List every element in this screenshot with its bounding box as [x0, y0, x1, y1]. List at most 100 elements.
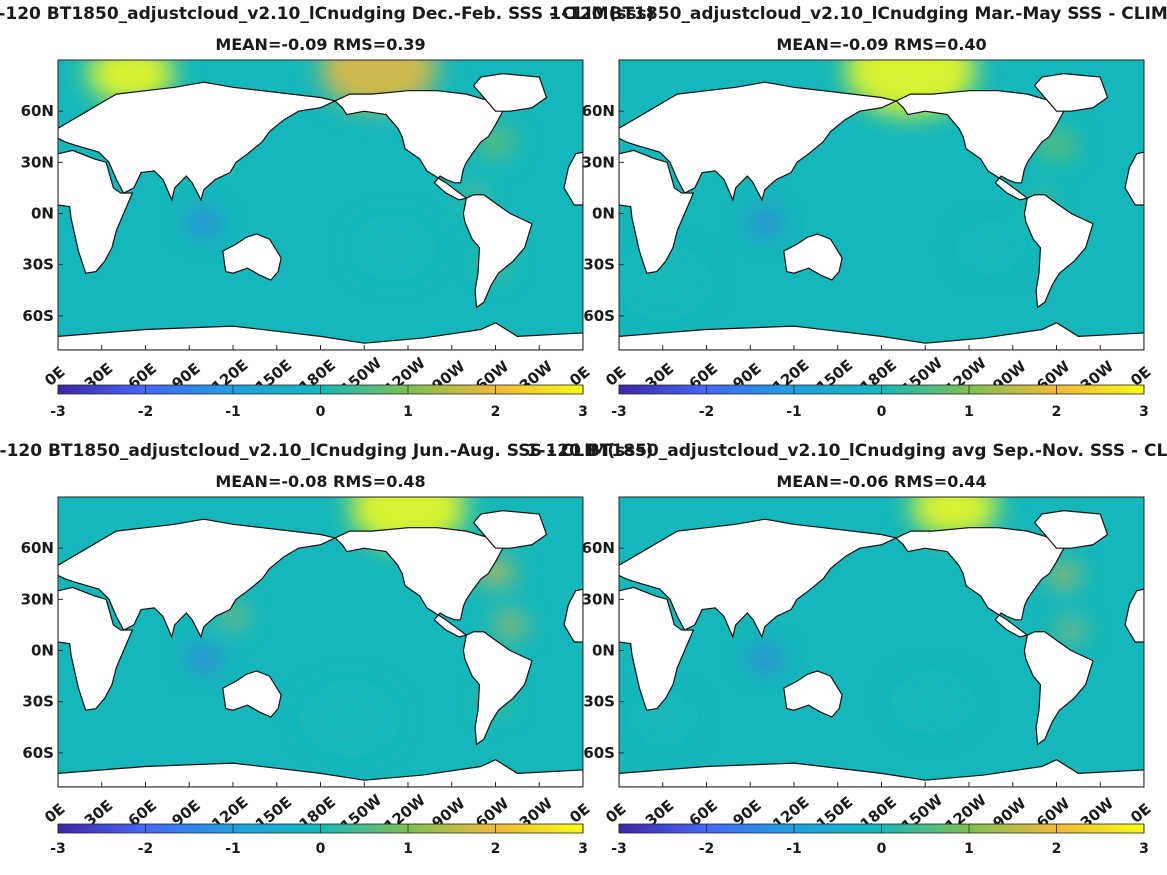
y-tick-label: 60N — [582, 102, 615, 120]
land-mask — [58, 322, 583, 350]
y-tick-label: 60S — [22, 307, 54, 325]
panel-stats: MEAN=-0.08 RMS=0.48 — [215, 472, 425, 491]
land-mask — [58, 759, 583, 787]
land-mask — [563, 151, 583, 206]
anomaly-patch — [1049, 565, 1079, 586]
colorbar-tick-label: -1 — [225, 841, 241, 857]
land-mask — [895, 527, 1065, 638]
land-mask — [1023, 194, 1094, 309]
colorbar-tick-label: 0 — [316, 841, 326, 857]
land-mask — [619, 518, 898, 639]
panel-title: 1-120 BT1850_adjustcloud_v2.10_lCnudging… — [0, 441, 653, 461]
anomaly-patch — [633, 698, 692, 740]
land-mask — [58, 149, 134, 274]
panel-stats: MEAN=-0.06 RMS=0.44 — [776, 472, 986, 491]
land-mask — [334, 90, 504, 201]
land-mask — [619, 586, 695, 711]
colorbar-tick-label: 1 — [964, 404, 974, 420]
land-mask — [58, 81, 337, 202]
land-mask — [58, 586, 134, 711]
panel-stats: MEAN=-0.09 RMS=0.40 — [776, 35, 986, 54]
x-tick-label: 0E — [1127, 800, 1154, 827]
colorbar-tick-label: 0 — [316, 404, 326, 420]
y-tick-label: 30N — [21, 153, 54, 171]
map-panel-1: 1-120 BT1850_adjustcloud_v2.10_lCnudging… — [0, 4, 655, 420]
colorbar-tick-label: 3 — [578, 841, 588, 857]
y-tick-label: 60S — [22, 744, 54, 762]
panel-stats: MEAN=-0.09 RMS=0.39 — [215, 35, 425, 54]
colorbar-tick-label: 0 — [877, 404, 887, 420]
land-mask — [462, 194, 533, 309]
land-mask — [222, 233, 282, 281]
land-mask — [563, 588, 583, 643]
colorbar-tick-label: -3 — [611, 404, 627, 420]
colorbar-tick-label: -1 — [225, 404, 241, 420]
anomaly-patch — [961, 227, 1021, 269]
anomaly-field — [619, 497, 1144, 787]
colorbar-tick-label: 3 — [1139, 404, 1149, 420]
panel-title: 1-120 BT1850_adjustcloud_v2.10_lCnudging… — [527, 441, 1167, 461]
anomaly-patch — [189, 211, 219, 233]
anomaly-patch — [495, 614, 525, 636]
colorbar-tick-label: 2 — [491, 841, 501, 857]
land-mask — [1023, 631, 1094, 746]
colorbar-tick-label: -2 — [138, 404, 154, 420]
y-tick-label: 30N — [582, 590, 615, 608]
y-tick-label: 0N — [31, 205, 54, 223]
land-mask — [619, 81, 898, 202]
anomaly-patch — [189, 648, 219, 670]
land-mask — [1124, 588, 1144, 643]
colorbar-tick-label: 2 — [491, 404, 501, 420]
land-mask — [472, 73, 548, 112]
anomaly-field — [58, 60, 583, 350]
land-mask — [334, 527, 504, 638]
land-mask — [1124, 151, 1144, 206]
y-tick-label: 60N — [582, 539, 615, 557]
map-panel-3: 1-120 BT1850_adjustcloud_v2.10_lCnudging… — [0, 441, 653, 857]
land-mask — [783, 233, 843, 281]
anomaly-patch — [356, 222, 430, 274]
anomaly-patch — [750, 211, 780, 233]
land-mask — [1033, 510, 1109, 549]
colorbar-tick-label: -1 — [786, 404, 802, 420]
colorbar-tick-label: -1 — [786, 841, 802, 857]
colorbar-tick-label: -3 — [50, 841, 66, 857]
panel-title: 1-120 BT1850_adjustcloud_v2.10_lCnudging… — [0, 4, 655, 24]
colorbar-tick-label: 2 — [1052, 404, 1062, 420]
anomaly-field — [619, 60, 1144, 350]
colorbar-tick-label: 2 — [1052, 841, 1062, 857]
colorbar-tick-label: 0 — [877, 841, 887, 857]
map-panel-2: 1-120 BT1850_adjustcloud_v2.10_lCnudging… — [549, 4, 1167, 420]
map-panel-4: 1-120 BT1850_adjustcloud_v2.10_lCnudging… — [527, 441, 1167, 857]
panel-title: 1-120 BT1850_adjustcloud_v2.10_lCnudging… — [549, 4, 1167, 24]
land-mask — [222, 670, 282, 718]
anomaly-patch — [305, 688, 394, 750]
x-tick-label: 0E — [602, 800, 629, 827]
y-tick-label: 60S — [583, 744, 615, 762]
y-tick-label: 30S — [583, 693, 615, 711]
land-mask — [472, 510, 548, 549]
colorbar-tick-label: 1 — [964, 841, 974, 857]
y-tick-label: 30S — [22, 256, 54, 274]
anomaly-patch — [1039, 133, 1074, 158]
anomaly-patch — [619, 251, 707, 313]
y-tick-label: 30S — [583, 256, 615, 274]
anomaly-field — [58, 497, 583, 787]
anomaly-patch — [1059, 621, 1083, 639]
y-tick-label: 0N — [592, 642, 615, 660]
colorbar-tick-label: 3 — [1139, 841, 1149, 857]
colorbar-tick-label: 1 — [403, 404, 413, 420]
land-mask — [619, 322, 1144, 350]
anomaly-patch — [750, 648, 780, 670]
y-tick-label: 0N — [31, 642, 54, 660]
colorbar-tick-label: -2 — [699, 841, 715, 857]
y-tick-label: 30N — [582, 153, 615, 171]
y-tick-label: 60N — [21, 102, 54, 120]
colorbar-tick-label: -3 — [611, 841, 627, 857]
y-tick-label: 60S — [583, 307, 615, 325]
y-tick-label: 0N — [592, 205, 615, 223]
x-tick-label: 0E — [41, 800, 68, 827]
x-tick-label: 0E — [566, 800, 593, 827]
land-mask — [619, 759, 1144, 787]
